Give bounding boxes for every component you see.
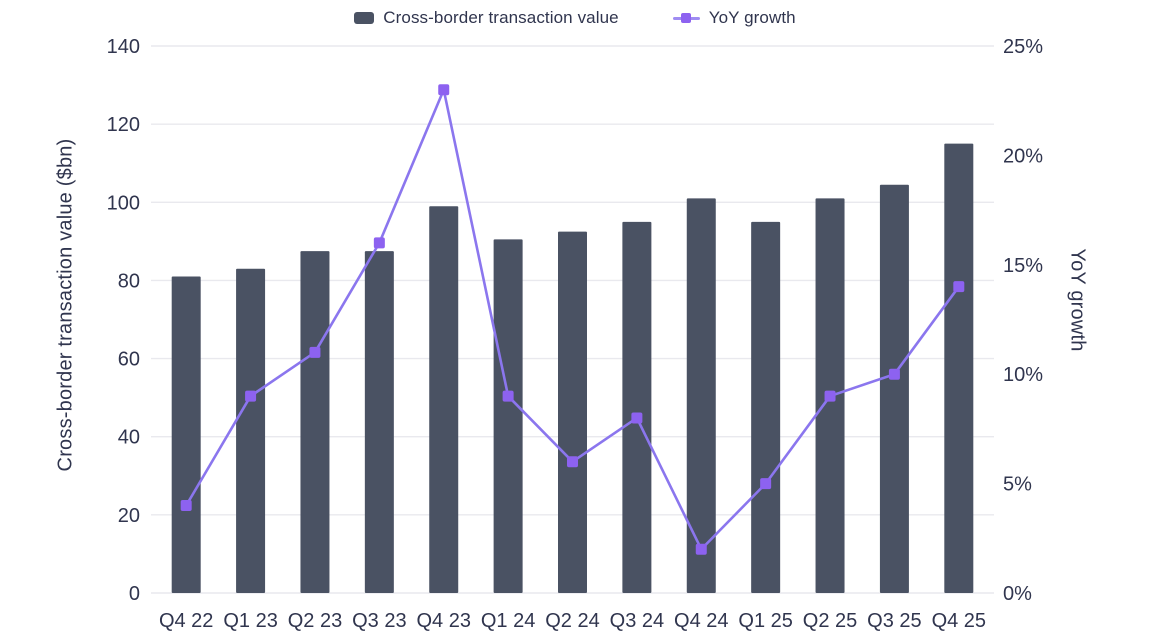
- x-tick-label: Q1 24: [481, 610, 535, 632]
- x-tick-label: Q4 24: [674, 610, 728, 632]
- y-right-tick-label: 10%: [1003, 364, 1043, 386]
- y-right-tick-label: 15%: [1003, 255, 1043, 277]
- bar-q2-24: [558, 231, 587, 593]
- marker-q3-25: [888, 368, 900, 380]
- x-tick-label: Q3 24: [610, 610, 664, 632]
- marker-q2-25: [824, 390, 836, 402]
- y-right-tick-label: 5%: [1003, 474, 1032, 496]
- bar-q1-25: [751, 221, 781, 594]
- bar-q4-23: [429, 206, 459, 593]
- bar-series-swatch-icon: [354, 12, 375, 24]
- legend-label-transaction-value: Cross-border transaction value: [383, 8, 619, 27]
- y-left-tick-label: 40: [118, 427, 140, 449]
- x-tick-label: Q2 23: [288, 610, 342, 632]
- left-axis-title: Cross-border transaction value ($bn): [54, 138, 77, 472]
- line-swatch-marker: [680, 13, 691, 23]
- legend-item-yoy-growth: YoY growth: [672, 8, 796, 28]
- legend-label-yoy-growth: YoY growth: [708, 8, 796, 27]
- y-right-tick-label: 0%: [1003, 583, 1032, 605]
- y-right-tick-label: 25%: [1003, 36, 1043, 58]
- y-left-tick-label: 80: [118, 270, 140, 292]
- x-tick-label: Q1 23: [223, 610, 277, 632]
- marker-q2-23: [309, 346, 321, 358]
- y-left-tick-label: 0: [129, 583, 140, 605]
- x-tick-label: Q2 24: [545, 610, 599, 632]
- x-tick-label: Q3 23: [352, 610, 406, 632]
- bar-q1-23: [236, 268, 266, 593]
- line-series-swatch-icon: [672, 12, 700, 24]
- chart-legend: Cross-border transaction value YoY growt…: [0, 4, 1150, 32]
- x-tick-label: Q1 25: [738, 610, 792, 632]
- right-axis-title: YoY growth: [1066, 248, 1089, 352]
- marker-q1-25: [760, 478, 772, 490]
- marker-q1-24: [502, 390, 514, 402]
- marker-q4-22: [180, 499, 192, 511]
- y-left-tick-label: 20: [118, 505, 140, 527]
- marker-q4-25: [953, 281, 965, 293]
- y-right-tick-label: 20%: [1003, 145, 1043, 167]
- y-left-tick-label: 120: [107, 114, 140, 136]
- bar-q4-22: [171, 276, 201, 593]
- x-tick-label: Q3 25: [867, 610, 921, 632]
- marker-q2-24: [567, 456, 578, 468]
- y-left-tick-label: 60: [118, 349, 140, 371]
- marker-q4-24: [695, 543, 707, 555]
- bar-q4-25: [944, 143, 974, 593]
- bar-q4-24: [686, 198, 716, 593]
- bar-q1-24: [493, 239, 523, 593]
- marker-q1-23: [245, 390, 257, 402]
- marker-q3-23: [373, 237, 385, 249]
- x-tick-label: Q4 23: [416, 610, 470, 632]
- marker-q3-24: [631, 412, 643, 424]
- x-tick-label: Q4 22: [159, 610, 213, 632]
- bar-q3-25: [879, 184, 909, 594]
- x-tick-label: Q4 25: [932, 610, 986, 632]
- bar-q3-23: [364, 251, 394, 593]
- bar-q2-23: [300, 251, 330, 593]
- legend-item-transaction-value: Cross-border transaction value: [354, 8, 619, 28]
- y-left-tick-label: 100: [107, 192, 140, 214]
- x-tick-label: Q2 25: [803, 610, 857, 632]
- marker-q4-23: [438, 84, 450, 96]
- bar-q3-24: [622, 221, 652, 594]
- y-left-tick-label: 140: [107, 36, 140, 58]
